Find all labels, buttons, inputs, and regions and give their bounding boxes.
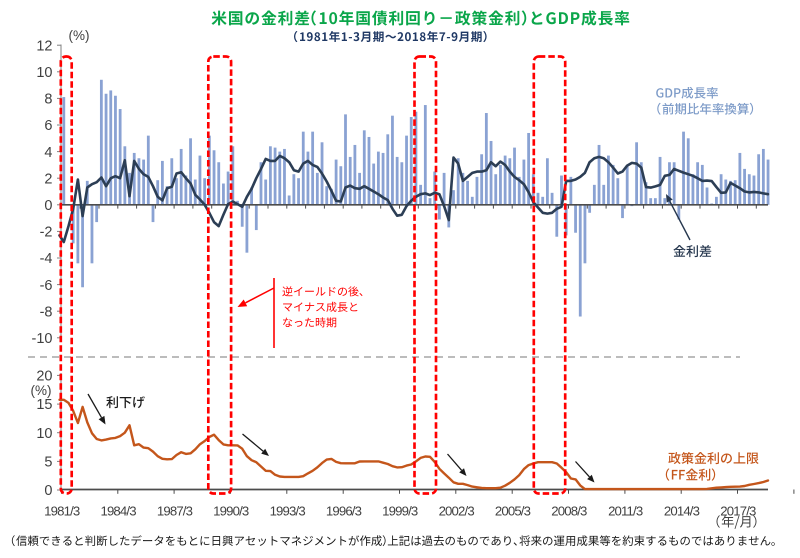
svg-text:0: 0 bbox=[44, 198, 52, 214]
svg-text:1990/3: 1990/3 bbox=[213, 504, 249, 519]
svg-text:(%): (%) bbox=[31, 383, 52, 398]
svg-text:2: 2 bbox=[44, 171, 52, 187]
svg-text:0: 0 bbox=[44, 483, 52, 499]
svg-text:-6: -6 bbox=[40, 278, 53, 294]
svg-text:1999/3: 1999/3 bbox=[382, 504, 418, 519]
svg-text:-4: -4 bbox=[40, 251, 53, 267]
svg-text:6: 6 bbox=[44, 118, 52, 134]
svg-text:1996/3: 1996/3 bbox=[326, 504, 362, 519]
svg-text:4: 4 bbox=[44, 145, 52, 161]
svg-text:-8: -8 bbox=[40, 304, 53, 320]
svg-text:2005/3: 2005/3 bbox=[495, 504, 531, 519]
svg-text:-10: -10 bbox=[32, 331, 53, 347]
svg-text:-2: -2 bbox=[40, 225, 53, 241]
svg-text:2014/3: 2014/3 bbox=[664, 504, 700, 519]
svg-text:10: 10 bbox=[36, 426, 52, 442]
svg-text:2008/3: 2008/3 bbox=[551, 504, 587, 519]
svg-text:2011/3: 2011/3 bbox=[608, 504, 643, 519]
svg-text:10: 10 bbox=[36, 65, 52, 81]
svg-text:2002/3: 2002/3 bbox=[439, 504, 475, 519]
svg-text:2017/3: 2017/3 bbox=[720, 504, 756, 519]
svg-text:8: 8 bbox=[44, 92, 52, 108]
svg-text:1981/3: 1981/3 bbox=[44, 504, 80, 519]
svg-text:12: 12 bbox=[36, 38, 52, 54]
svg-text:20: 20 bbox=[36, 369, 52, 385]
svg-text:15: 15 bbox=[36, 397, 52, 413]
svg-text:1987/3: 1987/3 bbox=[157, 504, 193, 519]
svg-text:5: 5 bbox=[44, 455, 52, 471]
svg-text:1993/3: 1993/3 bbox=[270, 504, 306, 519]
svg-text:1984/3: 1984/3 bbox=[100, 504, 136, 519]
svg-text:(%): (%) bbox=[69, 28, 90, 43]
